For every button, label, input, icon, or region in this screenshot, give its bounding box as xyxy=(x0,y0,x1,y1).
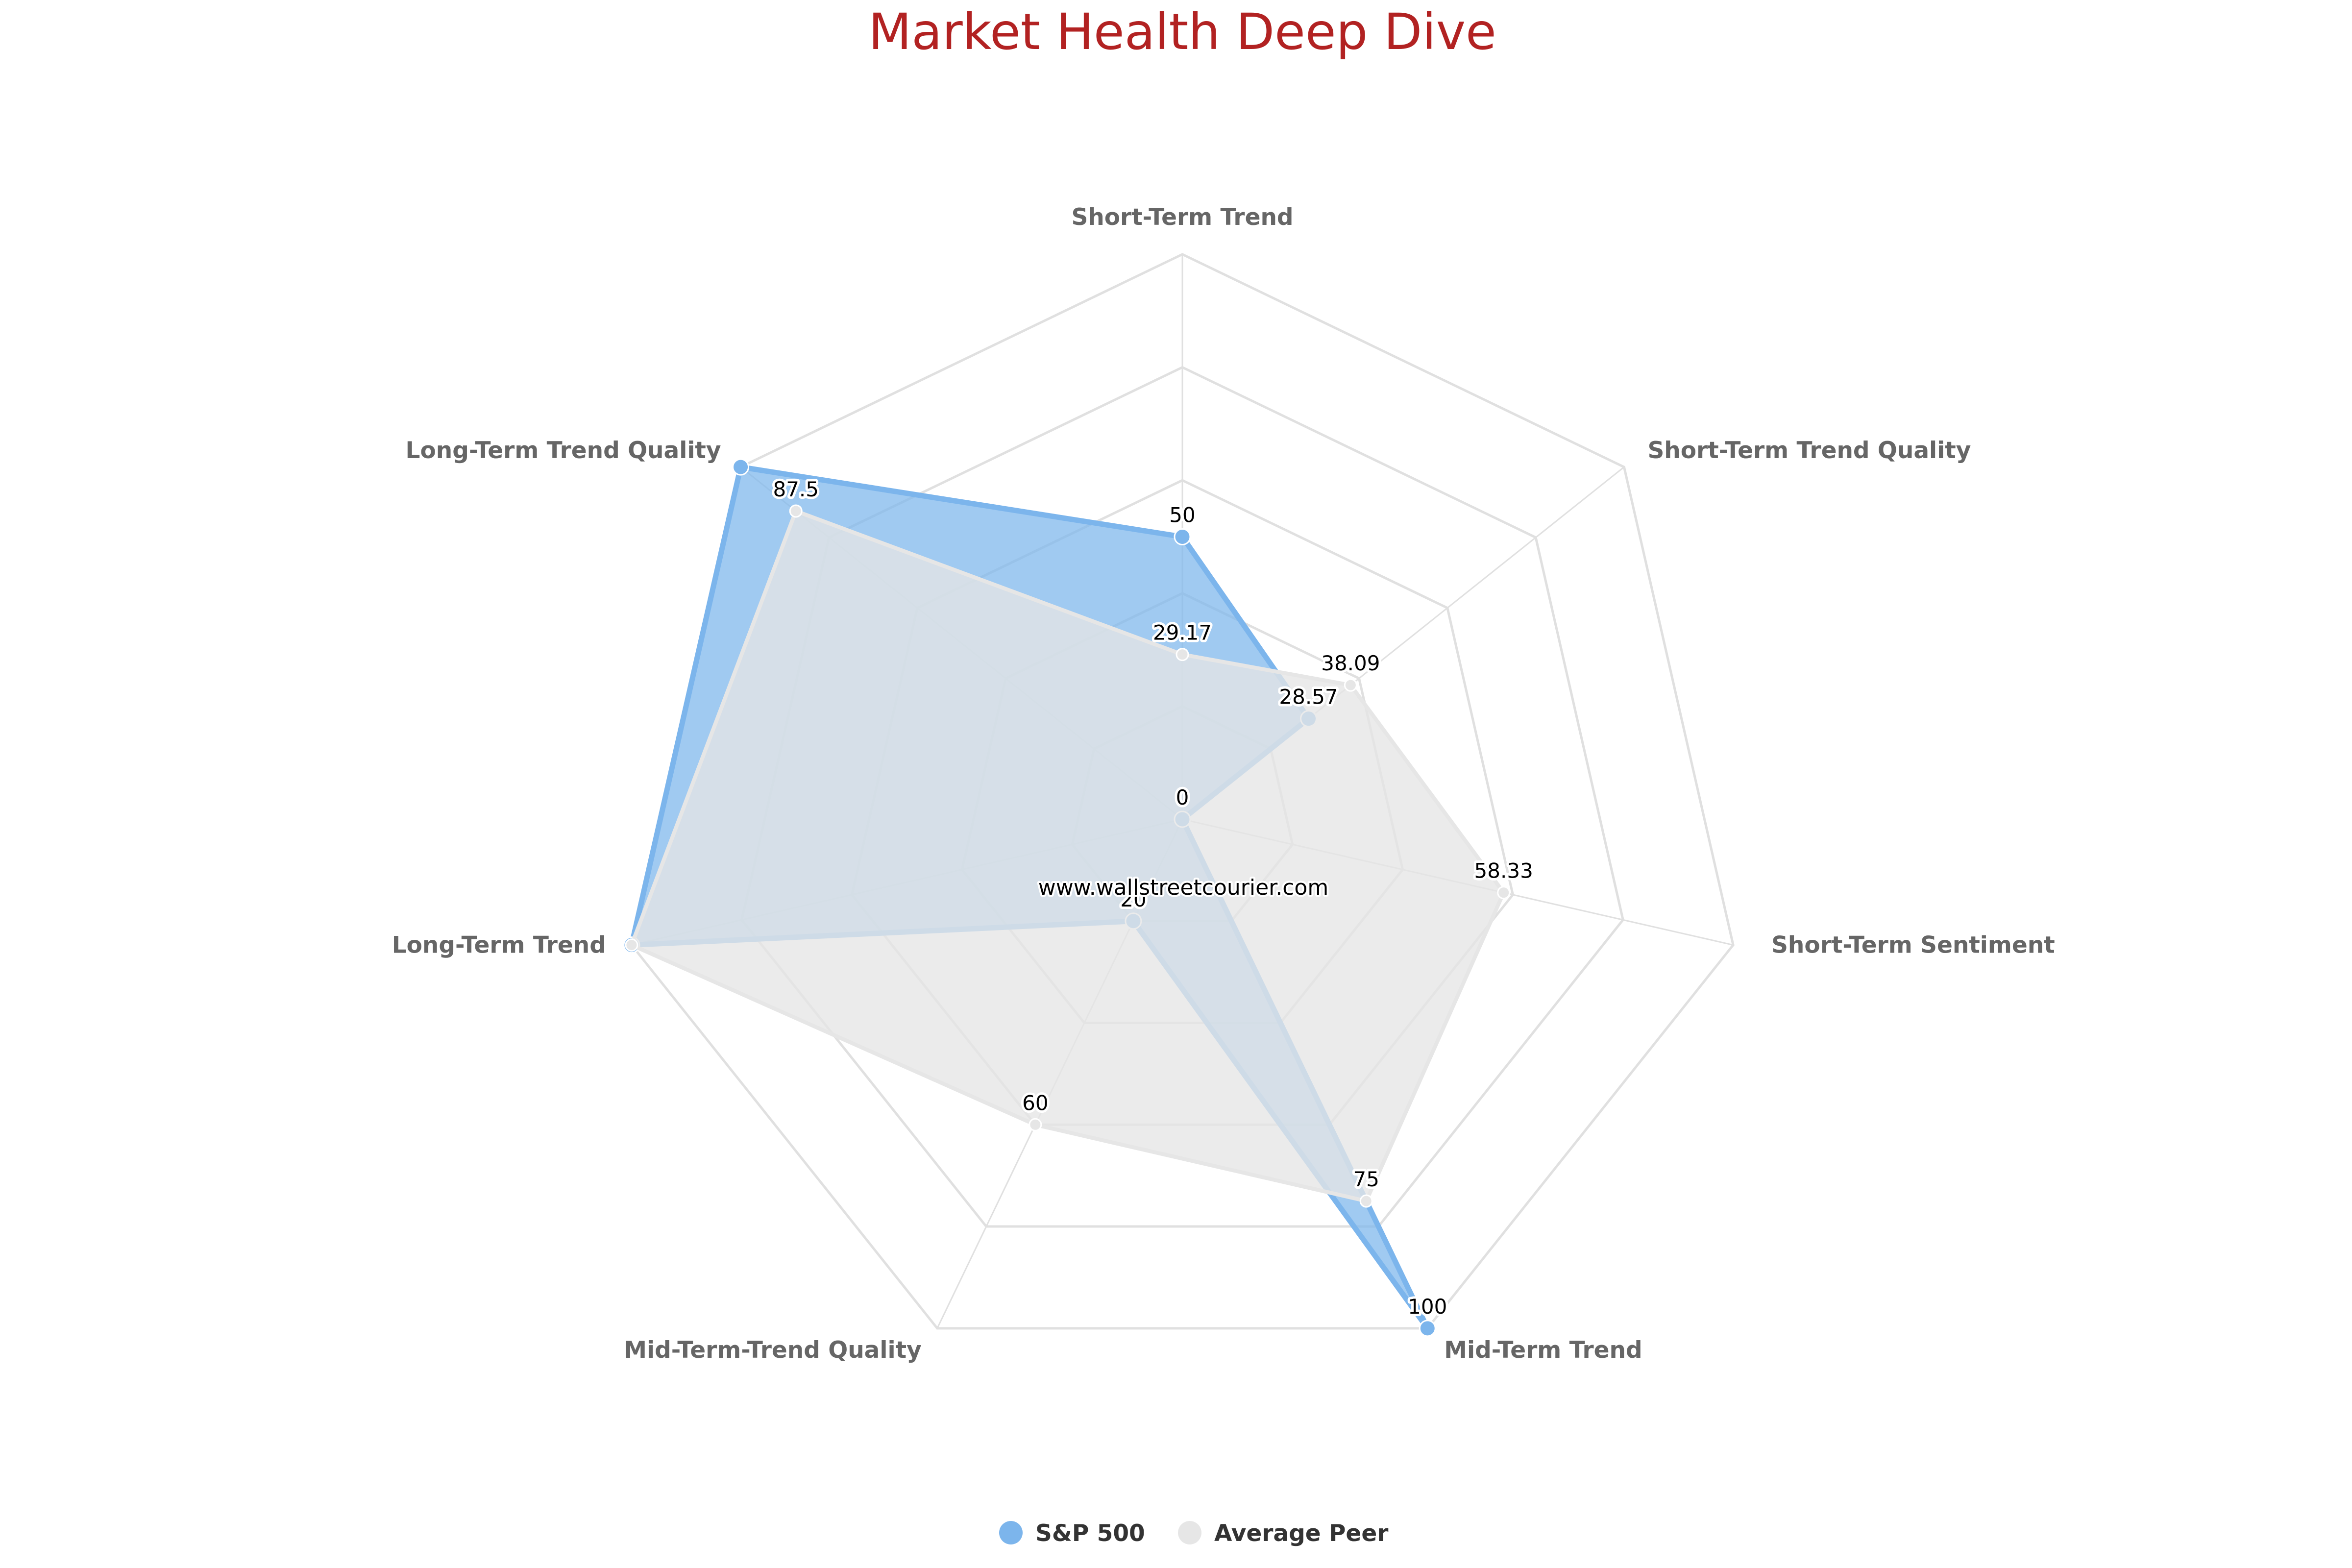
data-label: 29.17 xyxy=(1153,621,1212,645)
data-point[interactable] xyxy=(789,504,803,518)
data-label: 100 xyxy=(1408,1295,1447,1319)
legend[interactable]: S&P 500 Average Peer xyxy=(999,1520,1389,1547)
chart-title: Market Health Deep Dive xyxy=(868,3,1496,61)
axis-category-label: Long-Term Trend Quality xyxy=(406,437,721,464)
data-point[interactable] xyxy=(1174,528,1191,545)
legend-label: Average Peer xyxy=(1214,1520,1389,1547)
data-label: 58.33 xyxy=(1474,859,1533,883)
data-point[interactable] xyxy=(625,938,638,952)
data-point[interactable] xyxy=(1344,678,1357,692)
series-layer xyxy=(623,458,1511,1337)
data-label: 87.5 xyxy=(773,477,819,501)
legend-item-sp500[interactable]: S&P 500 xyxy=(999,1520,1145,1547)
data-label: 38.09 xyxy=(1321,651,1380,675)
legend-label: S&P 500 xyxy=(1035,1520,1145,1547)
axis-category-label: Mid-Term Trend xyxy=(1444,1337,1642,1364)
data-label-layer: 50 28.57 0 100 20 29.17 38.09 58.33 75 60 87.5 xyxy=(770,475,1535,1321)
data-point[interactable] xyxy=(1497,886,1511,900)
legend-marker xyxy=(999,1521,1023,1544)
data-label: 60 xyxy=(1022,1091,1048,1115)
axis-category-label: Short-Term Trend Quality xyxy=(1647,437,1971,464)
series-area xyxy=(629,509,1506,1203)
legend-item-average-peer[interactable]: Average Peer xyxy=(1178,1520,1389,1547)
data-label: 20 xyxy=(1120,887,1146,911)
axis-category-label: Long-Term Trend xyxy=(392,932,606,959)
data-point[interactable] xyxy=(1029,1118,1042,1131)
axis-category-label: Mid-Term-Trend Quality xyxy=(624,1337,921,1364)
data-label: 75 xyxy=(1353,1167,1379,1191)
watermark: www.wallstreetcourier.com xyxy=(1038,875,1328,900)
data-point[interactable] xyxy=(1419,1320,1436,1337)
data-point[interactable] xyxy=(1176,648,1189,662)
data-label: 28.57 xyxy=(1279,685,1338,709)
data-point[interactable] xyxy=(732,458,750,476)
data-label: 0 xyxy=(1176,785,1189,809)
axis-category-label: Short-Term Sentiment xyxy=(1771,932,2055,959)
legend-marker xyxy=(1178,1521,1201,1544)
data-point[interactable] xyxy=(1359,1194,1373,1208)
axis-category-label: Short-Term Trend xyxy=(1071,204,1293,231)
data-label: 50 xyxy=(1169,503,1195,527)
series-average-peer xyxy=(625,504,1511,1208)
